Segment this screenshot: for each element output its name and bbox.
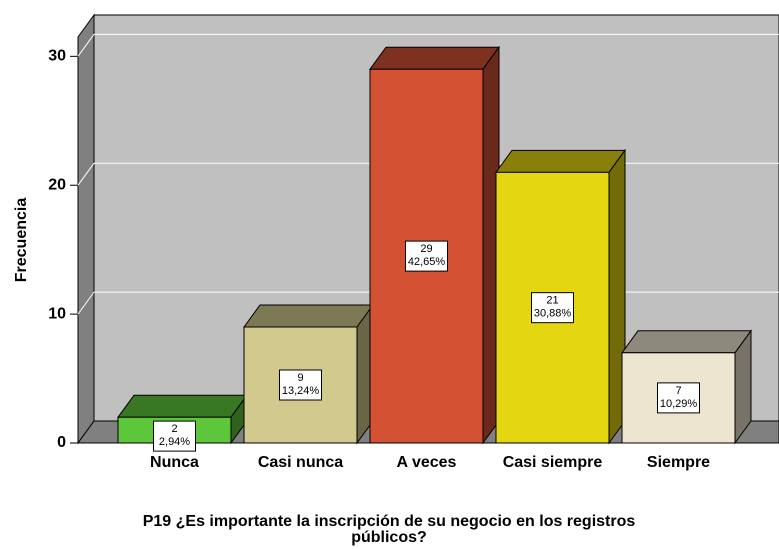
data-label: 42,65% [408, 256, 446, 268]
y-tick-label: 0 [57, 434, 66, 451]
bar-top [621, 330, 752, 354]
data-label: 2,94% [159, 436, 190, 448]
x-tick-label: Casi nunca [258, 454, 343, 471]
data-label-box [279, 369, 322, 401]
data-label: 2 [171, 423, 177, 435]
grid-line [77, 291, 95, 315]
bar-top [495, 149, 626, 173]
x-tick-label: Siempre [647, 454, 710, 471]
data-label-box [153, 420, 196, 452]
data-label: 29 [420, 243, 432, 255]
data-label: 9 [297, 372, 303, 384]
y-tick-label: 20 [48, 176, 66, 193]
data-label: 13,24% [282, 385, 320, 397]
data-label: 10,29% [660, 398, 698, 410]
data-label-box [531, 292, 574, 324]
grid-line [77, 162, 95, 186]
data-label-box [657, 382, 700, 414]
left-wall [77, 13, 95, 445]
x-tick-label: Casi siempre [503, 454, 603, 471]
data-label: 21 [546, 295, 558, 307]
y-axis-label: Frecuencia [13, 198, 30, 283]
y-tick-label: 10 [48, 305, 66, 322]
bar-top [117, 394, 248, 418]
y-tick-label: 30 [48, 48, 66, 65]
x-axis-label: P19 ¿Es importante la inscripción de su … [143, 513, 636, 530]
data-label: 30,88% [534, 308, 572, 320]
x-tick-label: A veces [397, 454, 457, 471]
data-label: 7 [675, 385, 681, 397]
data-label-box [405, 240, 448, 272]
bar-top [243, 304, 374, 328]
grid-line [77, 34, 95, 57]
x-tick-label: Nunca [150, 454, 199, 471]
x-axis-label: públicos? [351, 529, 427, 546]
bar-top [369, 46, 500, 70]
